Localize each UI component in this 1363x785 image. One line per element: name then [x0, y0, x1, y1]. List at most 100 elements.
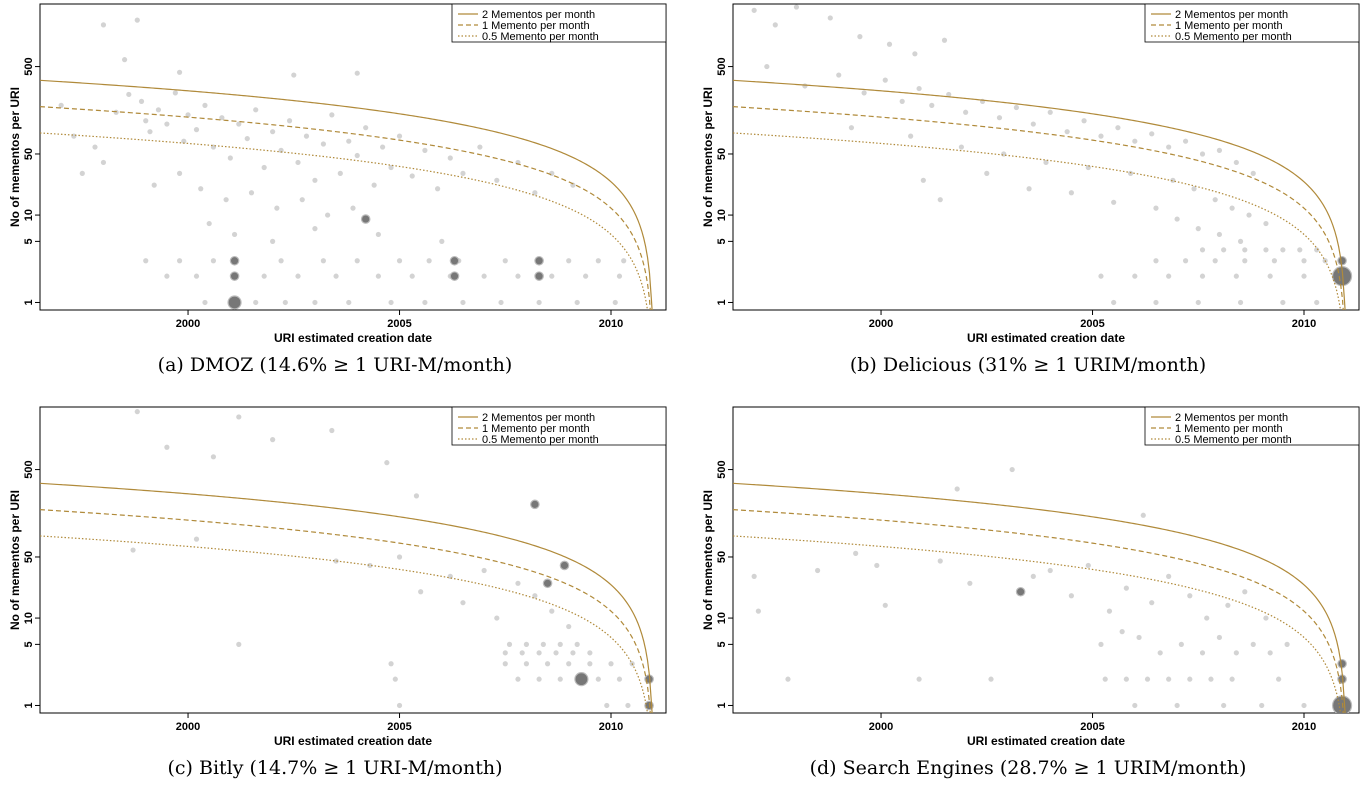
data-point	[882, 602, 888, 608]
data-point	[502, 650, 508, 656]
y-tick-label: 10	[716, 209, 728, 221]
legend-label: 1 Memento per month	[1175, 423, 1283, 435]
data-point	[176, 170, 183, 176]
data-point	[396, 702, 403, 709]
data-point	[848, 125, 855, 131]
data-point	[229, 255, 240, 266]
data-point	[261, 273, 267, 279]
data-point	[616, 273, 623, 279]
data-point	[176, 258, 183, 264]
series-line	[733, 106, 1344, 310]
data-point	[143, 118, 149, 124]
data-point	[193, 536, 200, 542]
y-tick-label: 50	[716, 148, 728, 160]
data-point	[1030, 573, 1036, 579]
data-point	[751, 7, 757, 13]
data-point	[1013, 104, 1019, 111]
y-tick-label: 1	[716, 299, 728, 305]
data-point	[574, 299, 580, 306]
data-point	[937, 197, 943, 203]
data-point	[449, 255, 460, 266]
data-point	[1337, 658, 1347, 669]
y-axis-title: No of mementos per URI	[8, 490, 22, 630]
data-point	[1149, 131, 1155, 137]
legend-label: 0.5 Memento per month	[1175, 31, 1292, 43]
data-point	[1280, 247, 1286, 253]
data-point	[350, 205, 356, 211]
data-point	[1111, 299, 1117, 306]
data-point	[1047, 567, 1053, 574]
data-point	[312, 226, 318, 232]
data-point	[916, 676, 922, 682]
data-point	[227, 295, 242, 310]
data-point	[79, 170, 85, 176]
data-point	[861, 90, 867, 96]
data-point	[937, 558, 943, 564]
data-point	[434, 186, 441, 192]
data-point	[616, 676, 623, 682]
data-point	[354, 70, 360, 76]
data-point	[274, 205, 280, 211]
data-point	[574, 672, 589, 687]
data-point	[515, 676, 521, 682]
y-axis-title: No of mementos per URI	[8, 87, 22, 227]
data-point	[278, 258, 284, 264]
data-point	[857, 34, 863, 40]
x-tick-label: 2000	[869, 721, 893, 733]
data-point	[223, 197, 229, 203]
legend-box	[1144, 406, 1360, 446]
data-point	[886, 41, 893, 47]
data-point	[388, 299, 394, 306]
data-point	[113, 109, 119, 115]
data-point	[536, 299, 542, 306]
data-point	[1221, 247, 1227, 253]
data-point	[827, 15, 833, 21]
data-point	[587, 650, 593, 656]
data-point	[202, 102, 208, 108]
data-point	[312, 299, 318, 306]
data-point	[1216, 147, 1223, 153]
data-point	[557, 676, 563, 682]
data-point	[418, 589, 424, 595]
data-point	[449, 271, 460, 281]
plot-frame	[39, 406, 667, 714]
data-point	[447, 155, 453, 161]
data-point	[912, 51, 918, 57]
data-point	[333, 273, 339, 279]
chart-svg: 2000 2005 2010 1 5 10 50 500 URI estimated creat…	[701, 406, 1360, 748]
data-point	[303, 133, 310, 139]
y-tick-label: 50	[716, 551, 728, 563]
data-point	[566, 661, 572, 667]
data-point	[219, 115, 225, 121]
data-point	[185, 112, 191, 118]
data-point	[583, 273, 589, 279]
data-point	[481, 273, 487, 279]
data-point	[515, 580, 521, 586]
data-point	[1314, 247, 1320, 253]
data-point	[206, 220, 212, 227]
data-point	[967, 580, 973, 586]
data-point	[282, 299, 288, 306]
data-point	[134, 17, 140, 23]
data-point	[1123, 585, 1129, 591]
legend-label: 1 Memento per month	[482, 20, 590, 32]
data-point	[1271, 258, 1278, 264]
data-point	[354, 152, 360, 159]
data-point	[299, 197, 305, 203]
x-tick-label: 2010	[1292, 318, 1316, 330]
data-point	[388, 164, 394, 171]
data-point	[1140, 512, 1146, 518]
y-tick-label: 5	[23, 641, 35, 647]
data-point	[1195, 226, 1201, 232]
y-axis-title: No of mementos per URI	[701, 490, 715, 630]
chart-svg: 2000 2005 2010 1 5 10 50 500 URI estimated creat…	[701, 3, 1360, 345]
y-tick-label: 500	[716, 460, 728, 478]
data-point	[941, 37, 948, 43]
legend-box	[451, 3, 667, 43]
data-point	[498, 299, 504, 306]
data-point	[1174, 702, 1180, 709]
data-point	[621, 258, 627, 264]
data-point	[1301, 258, 1307, 264]
data-point	[227, 155, 233, 161]
data-point	[1267, 650, 1273, 656]
